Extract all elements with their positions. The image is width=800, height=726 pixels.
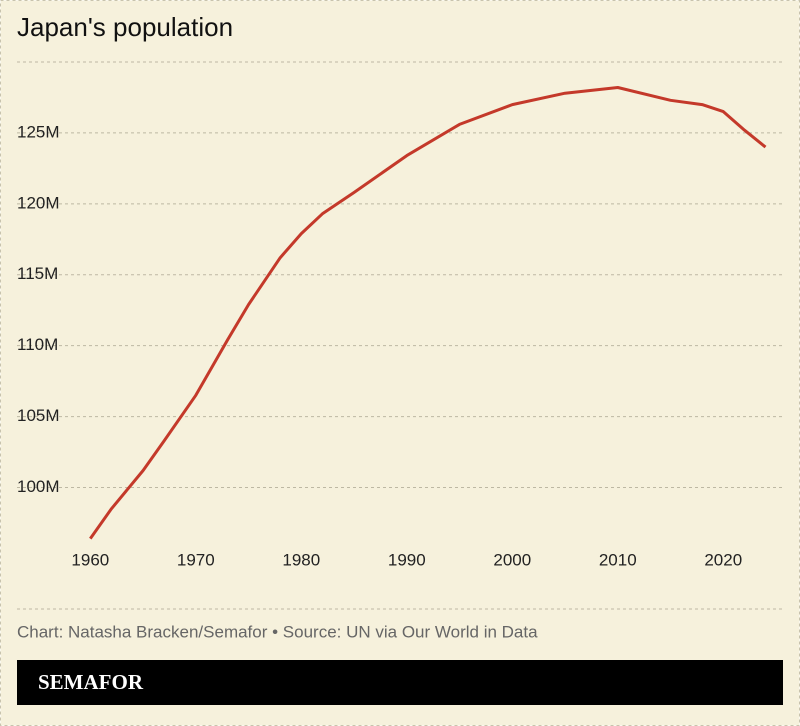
y-tick-label: 125M [17, 122, 60, 141]
y-tick-label: 115M [17, 264, 58, 283]
source-note: Chart: Natasha Bracken/Semafor • Source:… [17, 622, 538, 641]
y-tick-label: 100M [17, 477, 60, 496]
logo: SEMAFOR [38, 670, 144, 694]
x-tick-label: 1960 [71, 550, 109, 569]
y-tick-label: 105M [17, 406, 60, 425]
footer-bar [17, 660, 783, 705]
chart-title: Japan's population [17, 12, 233, 42]
plot: 100M 105M 110M 115M 120M 125M 1960 1970 1980 1990… [17, 86, 783, 569]
x-tick-label: 2020 [704, 550, 742, 569]
y-tick-label: 110M [17, 335, 58, 354]
x-tick-label: 1990 [388, 550, 426, 569]
x-tick-label: 2010 [599, 550, 637, 569]
x-tick-label: 1980 [282, 550, 320, 569]
data-line [89, 86, 767, 540]
y-tick-label: 120M [17, 193, 60, 212]
x-tick-label: 2000 [493, 550, 531, 569]
x-tick-label: 1970 [177, 550, 215, 569]
